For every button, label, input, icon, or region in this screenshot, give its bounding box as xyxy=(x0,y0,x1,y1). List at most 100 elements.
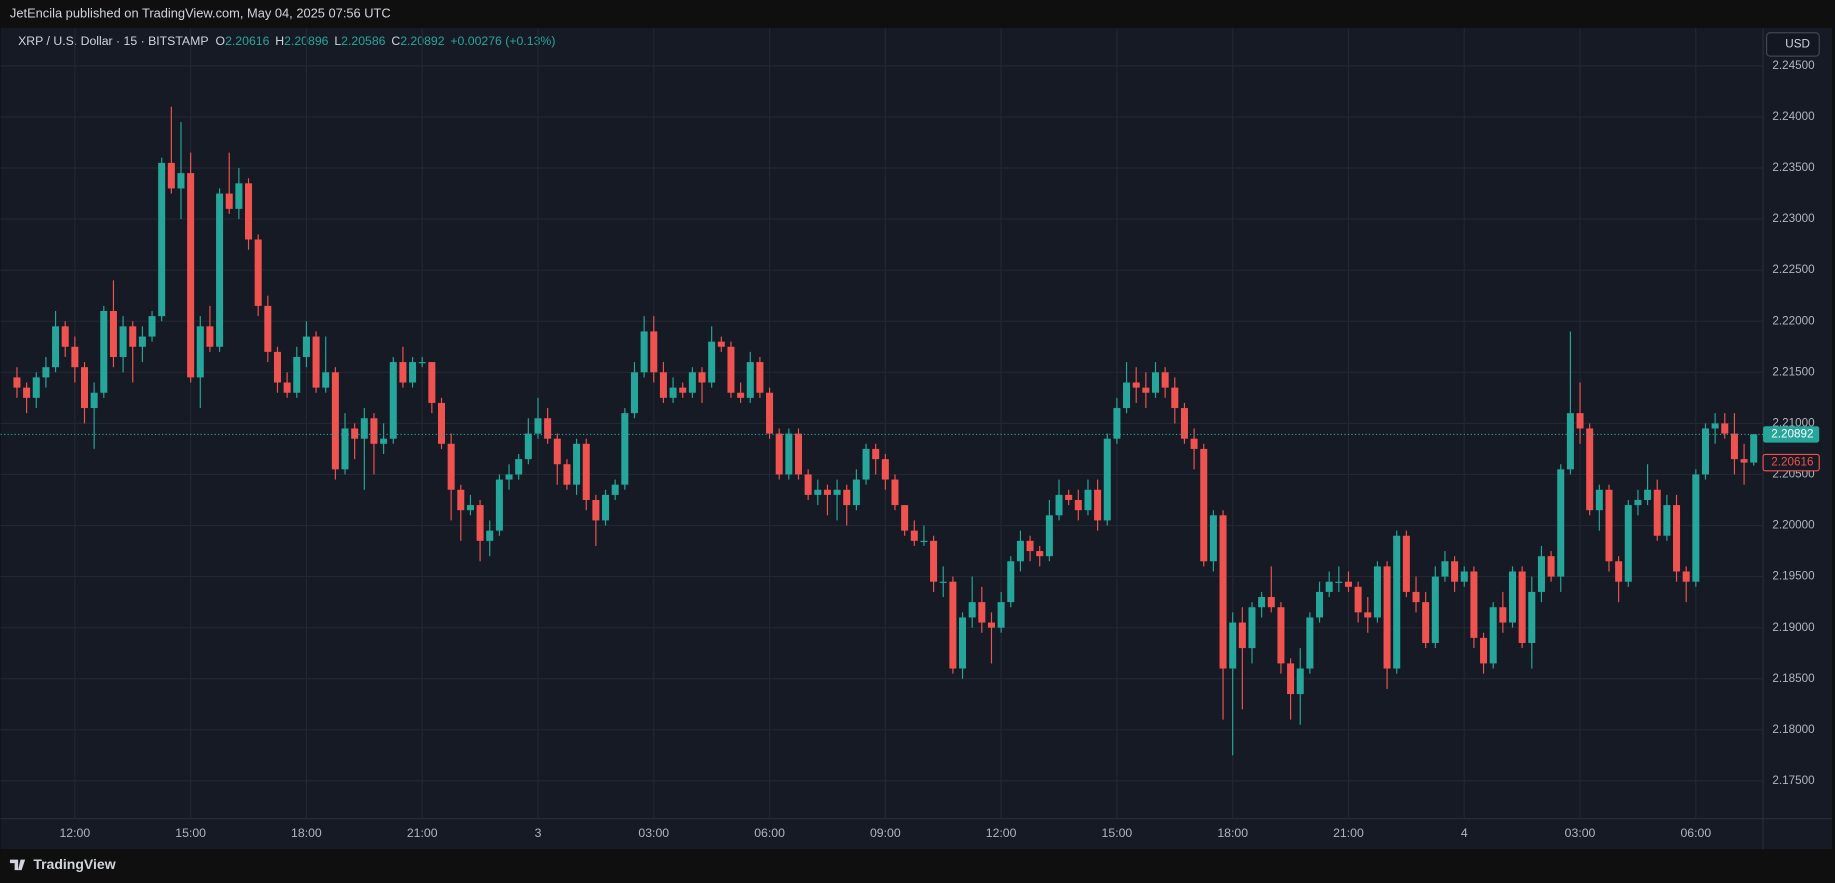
o-letter: O xyxy=(216,34,226,48)
candle-body xyxy=(872,448,880,460)
x-tick-label: 18:00 xyxy=(1217,826,1248,840)
footer xyxy=(0,849,1835,883)
y-tick-label: 2.24500 xyxy=(1772,59,1815,72)
candle-body xyxy=(852,479,860,506)
candle-body xyxy=(1402,535,1410,592)
candle-body xyxy=(380,438,388,444)
candle-body xyxy=(428,362,436,403)
candle-body xyxy=(495,479,503,531)
candle-body xyxy=(42,367,50,378)
candle-body xyxy=(1489,607,1497,664)
candle-body xyxy=(891,479,899,506)
y-tick-label: 2.18500 xyxy=(1772,672,1815,685)
candle-body xyxy=(1441,561,1449,577)
candle-body xyxy=(1316,591,1324,618)
candle-body xyxy=(949,581,957,669)
candle-body xyxy=(1180,408,1188,439)
candle-body xyxy=(158,162,166,317)
candle-body xyxy=(1190,438,1198,449)
candle-body xyxy=(717,341,725,347)
candle-body xyxy=(1431,576,1439,643)
candle-body xyxy=(881,459,889,480)
candle-body xyxy=(524,433,532,460)
candle-body xyxy=(341,428,349,470)
x-tick-label: 15:00 xyxy=(1102,826,1133,840)
candle-body xyxy=(71,346,79,368)
candle-body xyxy=(1557,469,1565,577)
candle-body xyxy=(1480,637,1488,664)
currency[interactable]: USD xyxy=(1785,38,1810,51)
candle-body xyxy=(534,418,542,434)
symbol-title: XRP / U.S. Dollar · 15 · BITSTAMP xyxy=(18,34,208,48)
candle-body xyxy=(148,316,156,337)
x-tick-label: 06:00 xyxy=(1680,826,1711,840)
candle-body xyxy=(1499,607,1507,623)
candle-body xyxy=(679,387,687,393)
candle-body xyxy=(61,326,69,347)
candle-body xyxy=(814,489,822,495)
candle-body xyxy=(582,443,590,500)
candle-body xyxy=(109,311,117,357)
candle-body xyxy=(52,326,60,368)
candle-body xyxy=(910,530,918,541)
candle-body xyxy=(804,474,812,495)
y-tick-label: 2.21000 xyxy=(1772,416,1815,429)
candle-body xyxy=(351,428,359,439)
x-tick-label: 03:00 xyxy=(638,826,669,840)
candle-body xyxy=(187,173,195,378)
published-note: JetEncila published on TradingView.com, … xyxy=(10,5,391,20)
y-tick-label: 2.19500 xyxy=(1772,570,1815,583)
candle-body xyxy=(602,494,610,521)
currency-button[interactable] xyxy=(1765,32,1820,57)
candle-body xyxy=(13,377,21,388)
x-tick-label: 12:00 xyxy=(986,826,1017,840)
candle-body xyxy=(794,433,803,475)
candle-body xyxy=(920,540,928,543)
candle-body xyxy=(611,484,619,495)
candle-body xyxy=(273,351,281,383)
c-letter: C xyxy=(391,34,400,48)
candle-body xyxy=(1354,586,1362,613)
candle-body xyxy=(437,402,446,444)
candle-body xyxy=(1364,612,1372,618)
x-tick-label: 03:00 xyxy=(1565,826,1596,840)
candle-body xyxy=(235,183,243,209)
candle-body xyxy=(968,602,976,618)
y-tick-label: 2.23000 xyxy=(1772,212,1815,225)
candle-body xyxy=(1682,571,1690,582)
candle-body xyxy=(1287,663,1295,695)
candle-body xyxy=(225,193,233,209)
candle-body xyxy=(669,387,677,398)
candle-body xyxy=(418,362,426,364)
candle-body xyxy=(1586,428,1594,511)
candle-body xyxy=(1740,459,1748,463)
y-tick-label: 2.20000 xyxy=(1772,519,1815,532)
candle-body xyxy=(1566,413,1574,470)
candle-body xyxy=(737,392,745,398)
candle-body xyxy=(1026,540,1034,552)
candle-body xyxy=(1065,494,1073,500)
candle-body xyxy=(293,356,301,393)
candle-body xyxy=(360,418,368,439)
y-tick-label: 2.24000 xyxy=(1772,110,1815,123)
candle-body xyxy=(1171,387,1179,409)
h-letter: H xyxy=(275,34,284,48)
candle-body xyxy=(1644,489,1652,500)
y-tick-label: 2.18000 xyxy=(1772,723,1815,736)
candle-body xyxy=(1007,561,1015,603)
brand: TradingView xyxy=(33,856,115,872)
candle-body xyxy=(1229,622,1237,669)
candle-body xyxy=(621,413,629,485)
candle-body xyxy=(283,382,291,393)
candle-body xyxy=(1123,382,1131,409)
candle-body xyxy=(1518,571,1526,643)
candle-body xyxy=(1547,556,1555,577)
candle-body xyxy=(1325,581,1333,592)
candle-body xyxy=(457,489,465,511)
candle-body xyxy=(167,162,175,189)
candle-body xyxy=(1084,489,1092,511)
x-tick-label: 3 xyxy=(535,826,542,840)
candle-body xyxy=(264,305,272,352)
candle-body xyxy=(1595,489,1603,511)
